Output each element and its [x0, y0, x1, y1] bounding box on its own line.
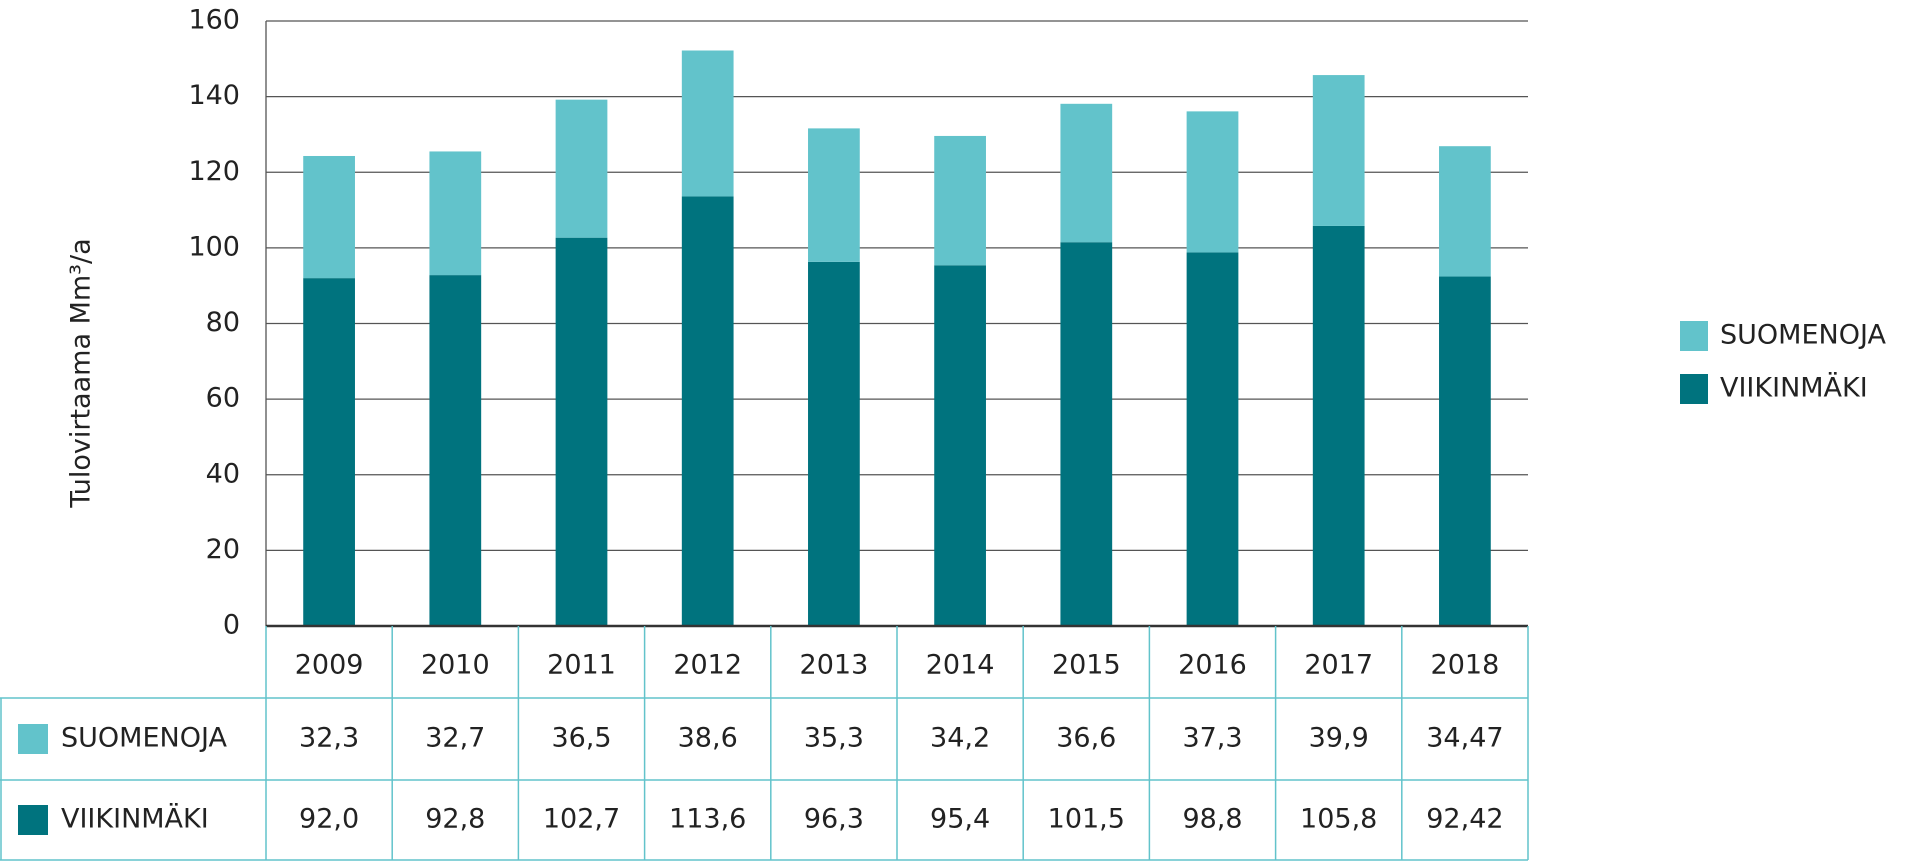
bar-segment	[1060, 103, 1113, 243]
table-value: 102,7	[543, 804, 620, 835]
bar-segment	[555, 99, 608, 238]
bar-segment	[1186, 111, 1239, 253]
bar-segment	[303, 155, 355, 279]
y-tick-label: 140	[188, 80, 240, 111]
x-tick-label: 2009	[295, 650, 364, 681]
bar-segment	[429, 151, 482, 276]
table-row-label: SUOMENOJA	[61, 723, 227, 754]
y-tick-label: 40	[206, 458, 240, 489]
table-value: 36,6	[1056, 723, 1116, 754]
y-tick-label: 160	[188, 5, 240, 36]
bar-segment	[1186, 252, 1239, 626]
bar-segment	[1312, 225, 1365, 626]
x-tick-label: 2017	[1304, 650, 1373, 681]
x-tick-label: 2018	[1431, 650, 1500, 681]
table-legend-swatch	[18, 805, 48, 835]
bar-segment	[1312, 75, 1365, 226]
table-value: 39,9	[1309, 723, 1369, 754]
table-value: 95,4	[930, 804, 990, 835]
x-tick-label: 2012	[673, 650, 742, 681]
table-value: 32,3	[299, 723, 359, 754]
x-tick-label: 2010	[421, 650, 490, 681]
table-value: 36,5	[551, 723, 611, 754]
table-value: 35,3	[804, 723, 864, 754]
table-value: 32,7	[425, 723, 485, 754]
table-value: 96,3	[804, 804, 864, 835]
legend-swatch	[1680, 321, 1708, 351]
x-tick-label: 2015	[1052, 650, 1121, 681]
table-row-label: VIIKINMÄKI	[61, 803, 209, 835]
bar-segment	[1439, 146, 1491, 277]
y-tick-label: 20	[206, 534, 240, 565]
x-tick-label: 2011	[547, 650, 616, 681]
table-value: 34,2	[930, 723, 990, 754]
table-value: 92,8	[425, 804, 485, 835]
table-value: 105,8	[1300, 804, 1377, 835]
table-value: 98,8	[1182, 804, 1242, 835]
y-tick-label: 60	[206, 383, 240, 414]
y-tick-label: 80	[206, 307, 240, 338]
bar-segment	[681, 50, 734, 197]
x-tick-label: 2014	[926, 650, 995, 681]
y-axis-label: Tulovirtaama Mm³/a	[66, 238, 97, 508]
bar-segment	[303, 278, 355, 626]
legend-swatch	[1680, 374, 1708, 404]
table-value: 34,47	[1426, 723, 1503, 754]
table-value: 101,5	[1048, 804, 1125, 835]
bar-segment	[808, 128, 860, 262]
table-value: 92,42	[1426, 804, 1503, 835]
table-value: 113,6	[669, 804, 746, 835]
bar-segment	[1439, 276, 1491, 626]
table-value: 38,6	[678, 723, 738, 754]
table-legend-swatch	[18, 724, 48, 754]
y-tick-label: 120	[188, 156, 240, 187]
y-tick-label: 0	[223, 610, 240, 641]
y-tick-label: 100	[188, 231, 240, 262]
bar-segment	[555, 237, 608, 626]
bar-segment	[429, 275, 482, 626]
bar-segment	[681, 196, 734, 626]
x-tick-label: 2013	[800, 650, 869, 681]
bar-segment	[808, 261, 860, 626]
legend-label: VIIKINMÄKI	[1720, 372, 1868, 404]
x-tick-label: 2016	[1178, 650, 1247, 681]
table-value: 92,0	[299, 804, 359, 835]
bar-segment	[934, 265, 986, 626]
bar-segment	[934, 135, 986, 266]
bar-segment	[1060, 242, 1113, 626]
table-value: 37,3	[1182, 723, 1242, 754]
legend-label: SUOMENOJA	[1720, 320, 1886, 351]
